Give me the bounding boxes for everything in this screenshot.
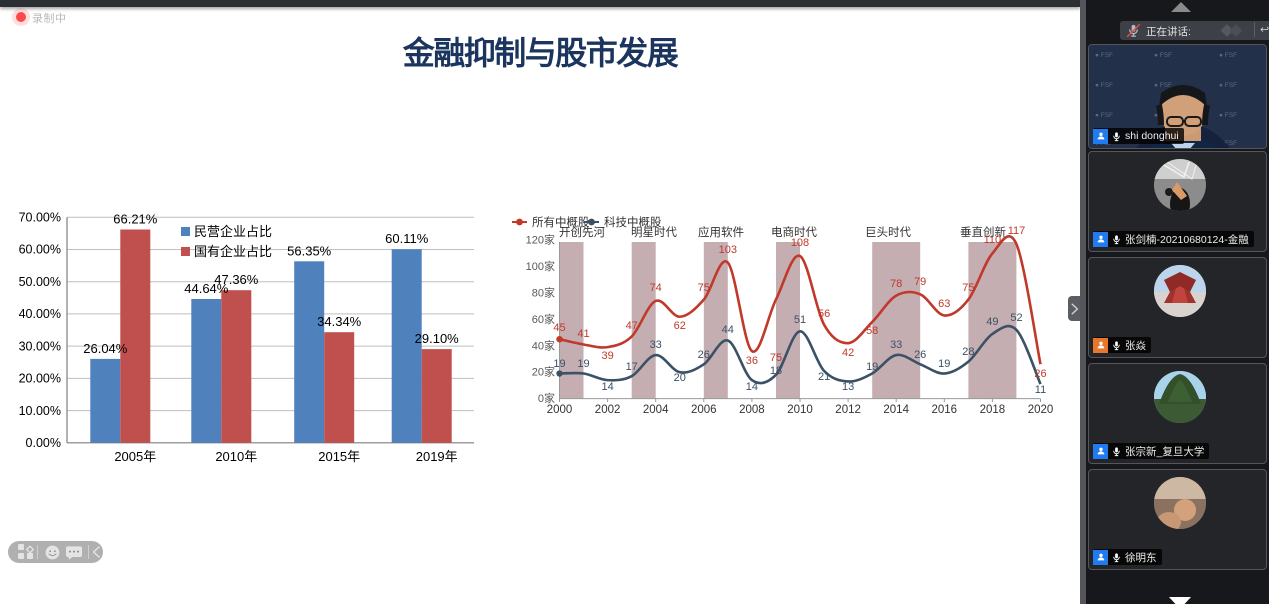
- svg-text:2016: 2016: [932, 404, 958, 416]
- svg-text:国有企业占比: 国有企业占比: [194, 244, 272, 259]
- svg-text:60家: 60家: [532, 312, 555, 326]
- svg-text:2010年: 2010年: [215, 449, 257, 464]
- svg-text:60.11%: 60.11%: [385, 231, 429, 246]
- svg-text:● FSF: ● FSF: [1219, 82, 1237, 89]
- svg-text:41: 41: [577, 328, 589, 340]
- svg-text:66.21%: 66.21%: [113, 212, 158, 227]
- svg-text:47: 47: [626, 320, 638, 332]
- svg-text:21: 21: [818, 371, 830, 383]
- svg-text:2014: 2014: [883, 404, 909, 416]
- svg-text:26: 26: [914, 349, 926, 361]
- svg-text:40.00%: 40.00%: [19, 307, 61, 321]
- svg-text:● FSF: ● FSF: [1154, 52, 1172, 59]
- svg-text:26.04%: 26.04%: [83, 341, 128, 356]
- svg-text:所有中概股: 所有中概股: [532, 215, 590, 229]
- svg-text:100家: 100家: [526, 259, 555, 273]
- svg-text:20: 20: [674, 372, 686, 384]
- svg-text:巨头时代: 巨头时代: [865, 226, 911, 239]
- svg-text:58: 58: [866, 325, 878, 337]
- svg-text:47.36%: 47.36%: [214, 272, 259, 287]
- svg-text:33: 33: [890, 339, 902, 351]
- svg-text:20.00%: 20.00%: [19, 372, 61, 386]
- svg-text:2008: 2008: [739, 404, 765, 416]
- svg-text:2012: 2012: [835, 404, 861, 416]
- svg-text:75: 75: [962, 282, 974, 294]
- svg-text:13: 13: [842, 381, 854, 393]
- svg-text:36: 36: [746, 355, 758, 367]
- svg-text:26: 26: [1034, 368, 1046, 380]
- svg-text:19: 19: [938, 358, 950, 370]
- svg-text:39: 39: [601, 350, 613, 362]
- svg-text:117: 117: [1008, 225, 1026, 237]
- svg-text:52: 52: [1010, 312, 1022, 324]
- svg-text:103: 103: [719, 244, 737, 256]
- svg-text:● FSF: ● FSF: [1095, 52, 1113, 59]
- svg-text:19: 19: [577, 358, 589, 370]
- svg-text:14: 14: [601, 381, 613, 393]
- svg-text:20家: 20家: [532, 365, 555, 379]
- svg-text:75: 75: [698, 282, 710, 294]
- svg-text:56: 56: [818, 308, 830, 320]
- svg-text:63: 63: [938, 298, 950, 310]
- svg-text:14: 14: [746, 381, 758, 393]
- svg-text:● FSF: ● FSF: [1095, 82, 1113, 89]
- svg-text:28: 28: [962, 346, 974, 358]
- svg-text:18: 18: [770, 365, 782, 377]
- svg-text:2005年: 2005年: [114, 449, 156, 464]
- svg-text:2010: 2010: [787, 404, 813, 416]
- svg-text:科技中概股: 科技中概股: [604, 215, 662, 229]
- svg-text:2019年: 2019年: [416, 449, 458, 464]
- svg-text:51: 51: [794, 314, 806, 326]
- svg-text:民营企业占比: 民营企业占比: [194, 224, 272, 239]
- svg-text:75: 75: [770, 352, 782, 364]
- svg-text:2004: 2004: [643, 404, 669, 416]
- svg-text:80家: 80家: [532, 286, 555, 300]
- svg-text:44: 44: [722, 324, 734, 336]
- svg-text:2018: 2018: [980, 404, 1006, 416]
- svg-text:30.00%: 30.00%: [19, 339, 61, 353]
- svg-text:33: 33: [650, 339, 662, 351]
- svg-text:40家: 40家: [532, 338, 555, 352]
- svg-text:0家: 0家: [538, 391, 555, 405]
- svg-text:74: 74: [650, 282, 662, 294]
- svg-text:● FSF: ● FSF: [1219, 52, 1237, 59]
- svg-text:应用软件: 应用软件: [698, 225, 744, 239]
- svg-text:79: 79: [914, 276, 926, 288]
- svg-text:● FSF: ● FSF: [1095, 112, 1113, 119]
- svg-text:49: 49: [986, 316, 998, 328]
- svg-text:19: 19: [553, 358, 565, 370]
- svg-text:10.00%: 10.00%: [19, 404, 61, 418]
- svg-text:29.10%: 29.10%: [415, 331, 460, 346]
- svg-text:2000: 2000: [547, 404, 573, 416]
- svg-text:42: 42: [842, 347, 854, 359]
- svg-text:17: 17: [626, 361, 638, 373]
- svg-text:45: 45: [553, 322, 565, 334]
- svg-text:110: 110: [984, 234, 1002, 246]
- svg-text:2015年: 2015年: [318, 449, 360, 464]
- svg-text:78: 78: [890, 278, 902, 290]
- svg-text:62: 62: [674, 320, 686, 332]
- svg-text:108: 108: [791, 237, 809, 249]
- svg-text:2006: 2006: [691, 404, 717, 416]
- svg-text:120家: 120家: [526, 233, 555, 247]
- svg-text:2002: 2002: [595, 404, 621, 416]
- svg-text:26: 26: [698, 349, 710, 361]
- svg-text:60.00%: 60.00%: [19, 243, 61, 257]
- svg-text:56.35%: 56.35%: [287, 243, 332, 258]
- svg-text:70.00%: 70.00%: [19, 211, 61, 225]
- svg-text:50.00%: 50.00%: [19, 275, 61, 289]
- svg-text:● FSF: ● FSF: [1219, 112, 1237, 119]
- svg-text:0.00%: 0.00%: [26, 436, 61, 450]
- svg-text:19: 19: [866, 361, 878, 373]
- svg-text:34.34%: 34.34%: [317, 314, 362, 329]
- svg-text:2020: 2020: [1028, 404, 1054, 416]
- svg-text:● FSF: ● FSF: [1154, 82, 1172, 89]
- svg-text:11: 11: [1035, 384, 1046, 396]
